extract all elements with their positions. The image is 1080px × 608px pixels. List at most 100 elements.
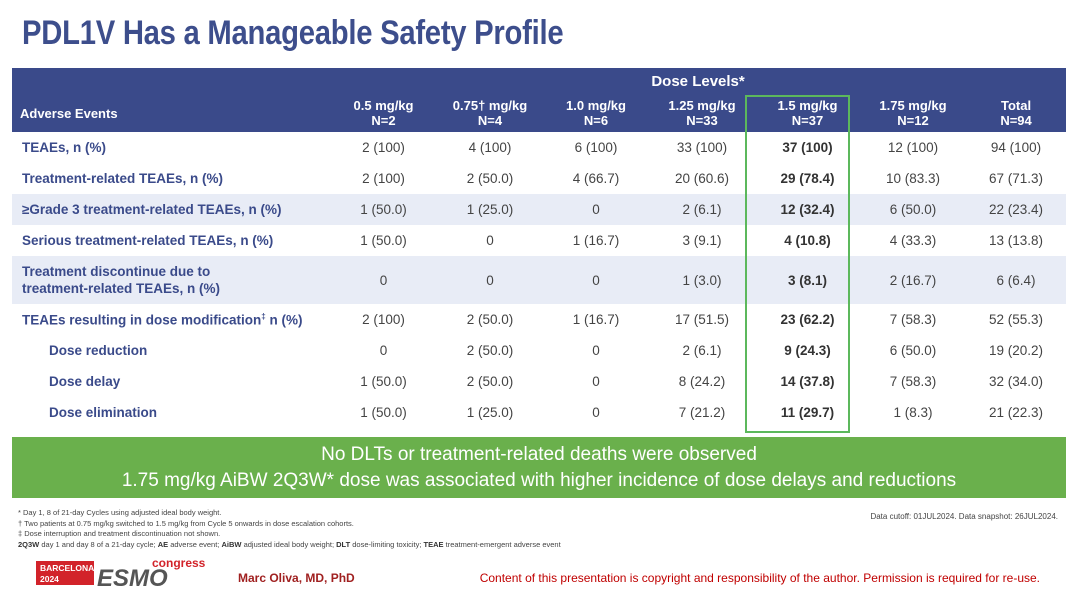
table-cell: 94 (100) <box>990 140 1042 155</box>
table-cell: 0 <box>379 343 388 358</box>
table-row: Dose reduction 0 2 (50.0) 0 2 (6.1) 9 (2… <box>12 335 1066 366</box>
row-label: Dose delay <box>49 374 121 389</box>
footnotes: * Day 1, 8 of 21-day Cycles using adjust… <box>18 508 561 550</box>
table-row: Treatment-related TEAEs, n (%) 2 (100) 2… <box>12 163 1066 194</box>
slide-title: PDL1V Has a Manageable Safety Profile <box>22 14 564 52</box>
table-cell: 20 (60.6) <box>674 171 730 186</box>
table-cell: 9 (24.3) <box>784 343 831 358</box>
table-cell: 23 (62.2) <box>780 312 835 327</box>
table-cell: 2 (16.7) <box>860 256 966 304</box>
table-cell: 4 (66.7) <box>572 171 620 186</box>
table-cell: 1 (50.0) <box>360 405 407 420</box>
table-cell: 3 (9.1) <box>682 233 722 248</box>
row-label: TEAEs resulting in dose modification‡ n … <box>22 311 303 328</box>
table-cell: 3 (8.1) <box>755 256 860 304</box>
presenter-name: Marc Oliva, MD, PhD <box>238 571 355 585</box>
row-label: Treatment discontinue due to treatment-re… <box>12 256 330 304</box>
logo-year: 2024 <box>40 574 59 584</box>
logo-city: BARCELONA <box>40 563 94 573</box>
table-row: Dose delay 1 (50.0) 2 (50.0) 0 8 (24.2) … <box>12 366 1066 397</box>
table-cell: 22 (23.4) <box>966 194 1067 225</box>
table-cell: 7 (58.3) <box>889 374 937 389</box>
esmo-congress-logo: BARCELONA 2024 ESMO congress <box>36 556 206 590</box>
table-cell: 13 (13.8) <box>989 233 1044 248</box>
table-cell: 0 <box>592 374 600 389</box>
table-cell: 7 (21.2) <box>678 405 726 420</box>
table-cell: 1 (25.0) <box>466 405 514 420</box>
table-cell: 6 (100) <box>574 140 618 155</box>
table-cell: 2 (100) <box>362 171 405 186</box>
table-cell: 17 (51.5) <box>674 312 730 327</box>
row-label: Dose reduction <box>49 343 148 358</box>
table-cell: 0 <box>592 343 600 358</box>
adverse-events-table: Dose Levels* Adverse Events 0.5 mg/kg N=2… <box>12 68 1067 428</box>
table-cell: 2 (6.1) <box>649 194 755 225</box>
table-cell: 2 (50.0) <box>466 171 514 186</box>
conclusion-banner: No DLTs or treatment-related deaths were… <box>12 437 1066 498</box>
table-row: Dose elimination 1 (50.0) 1 (25.0) 0 7 (… <box>12 397 1066 428</box>
row-label: Serious treatment-related TEAEs, n (%) <box>22 233 274 248</box>
table-row: TEAEs, n (%) 2 (100) 4 (100) 6 (100) 33 … <box>12 132 1066 163</box>
table-cell: 6 (50.0) <box>889 343 937 358</box>
abbreviations: 2Q3W day 1 and day 8 of a 21-day cycle; … <box>18 539 561 549</box>
adverse-events-header: Adverse Events <box>12 94 330 132</box>
table-cell: 4 (100) <box>468 140 512 155</box>
data-cutoff-note: Data cutoff: 01JUL2024. Data snapshot: 2… <box>870 512 1058 521</box>
table-cell: 0 <box>330 256 437 304</box>
table-row: ≥Grade 3 treatment-related TEAEs, n (%) … <box>12 194 1067 225</box>
table-cell: 2 (50.0) <box>466 312 514 327</box>
banner-line-2: 1.75 mg/kg AiBW 2Q3W* dose was associate… <box>121 470 957 491</box>
logo-brand: ESMO <box>97 565 168 590</box>
table-cell: 29 (78.4) <box>780 171 835 186</box>
table-cell: 0 <box>437 256 543 304</box>
table-cell: 2 (50.0) <box>466 374 514 389</box>
column-header-6: Total N=94 <box>966 94 1067 132</box>
table-cell: 0 <box>486 233 494 248</box>
table-cell: 19 (20.2) <box>989 343 1044 358</box>
row-label: Dose elimination <box>49 405 158 420</box>
table-cell: 0 <box>543 194 649 225</box>
table-cell: 1 (50.0) <box>330 194 437 225</box>
logo-red-block <box>36 561 94 585</box>
table-row: TEAEs resulting in dose modification‡ n … <box>12 304 1066 335</box>
table-cell: 37 (100) <box>782 140 833 155</box>
table-cell: 1 (25.0) <box>437 194 543 225</box>
copyright-notice: Content of this presentation is copyrigh… <box>479 571 1040 585</box>
table-cell: 4 (33.3) <box>889 233 937 248</box>
table-cell: 1 (3.0) <box>649 256 755 304</box>
row-label: TEAEs, n (%) <box>22 140 107 155</box>
table-row: Treatment discontinue due to treatment-re… <box>12 256 1067 304</box>
table-cell: 2 (50.0) <box>466 343 514 358</box>
row-label: Treatment-related TEAEs, n (%) <box>22 171 224 186</box>
table-cell: 32 (34.0) <box>989 374 1044 389</box>
table-cell: 1 (50.0) <box>360 233 407 248</box>
row-label: ≥Grade 3 treatment-related TEAEs, n (%) <box>12 194 330 225</box>
table-cell: 14 (37.8) <box>780 374 835 389</box>
column-header-3: 1.25 mg/kg N=33 <box>649 94 755 132</box>
logo-word: congress <box>152 556 206 570</box>
column-header-4: 1.5 mg/kg N=37 <box>755 94 860 132</box>
column-header-1: 0.75† mg/kg N=4 <box>437 94 543 132</box>
table-cell: 52 (55.3) <box>989 312 1044 327</box>
table-cell: 2 (6.1) <box>682 343 722 358</box>
table-cell: 11 (29.7) <box>780 405 835 420</box>
column-header-5: 1.75 mg/kg N=12 <box>860 94 966 132</box>
table-cell: 1 (16.7) <box>572 312 620 327</box>
table-cell: 12 (100) <box>887 140 939 155</box>
table-cell: 0 <box>543 256 649 304</box>
table-cell: 33 (100) <box>676 140 728 155</box>
banner-line-1: No DLTs or treatment-related deaths were… <box>321 444 757 465</box>
table-cell: 10 (83.3) <box>885 171 941 186</box>
column-header-2: 1.0 mg/kg N=6 <box>543 94 649 132</box>
dose-levels-header: Dose Levels* <box>330 68 1067 94</box>
table-row: Serious treatment-related TEAEs, n (%) 1… <box>12 225 1066 256</box>
table-cell: 8 (24.2) <box>678 374 726 389</box>
footnote: ‡ Dose interruption and treatment discon… <box>18 529 221 538</box>
table-cell: 67 (71.3) <box>989 171 1044 186</box>
table-cell: 21 (22.3) <box>989 405 1044 420</box>
table-cell: 2 (100) <box>362 140 405 155</box>
table-cell: 12 (32.4) <box>755 194 860 225</box>
table-cell: 1 (50.0) <box>360 374 407 389</box>
table-cell: 2 (100) <box>362 312 405 327</box>
table-cell: 0 <box>592 405 600 420</box>
